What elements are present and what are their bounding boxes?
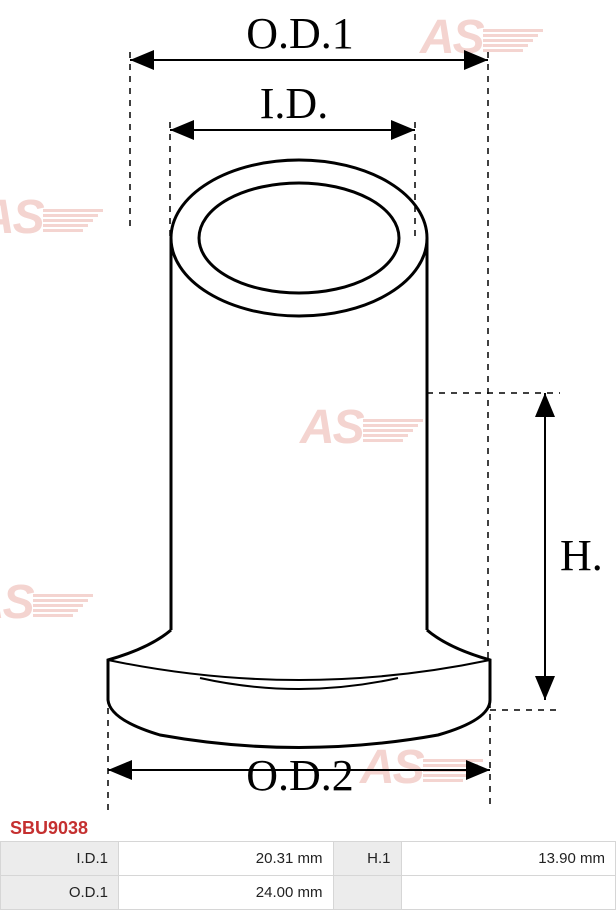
h-label: H.: [560, 531, 603, 580]
od2-label: O.D.2: [246, 751, 354, 800]
spec-key: H.1: [333, 842, 401, 876]
spec-value: 24.00 mm: [119, 876, 334, 910]
spec-value: 20.31 mm: [119, 842, 334, 876]
table-row: I.D.120.31 mmH.113.90 mm: [1, 842, 616, 876]
top-rim-inner: [199, 183, 399, 293]
spec-table: I.D.120.31 mmH.113.90 mmO.D.124.00 mm: [0, 841, 616, 910]
bushing-drawing: O.D.1 I.D. O.D.2 H.: [0, 0, 616, 812]
id-label: I.D.: [260, 79, 328, 128]
spec-key: I.D.1: [1, 842, 119, 876]
part-number: SBU9038: [0, 812, 616, 841]
spec-value: [401, 876, 616, 910]
table-row: O.D.124.00 mm: [1, 876, 616, 910]
spec-key: [333, 876, 401, 910]
technical-diagram: AS AS AS AS AS: [0, 0, 616, 812]
od1-label: O.D.1: [246, 9, 354, 58]
spec-key: O.D.1: [1, 876, 119, 910]
spec-value: 13.90 mm: [401, 842, 616, 876]
flange-top-arc: [108, 660, 490, 680]
